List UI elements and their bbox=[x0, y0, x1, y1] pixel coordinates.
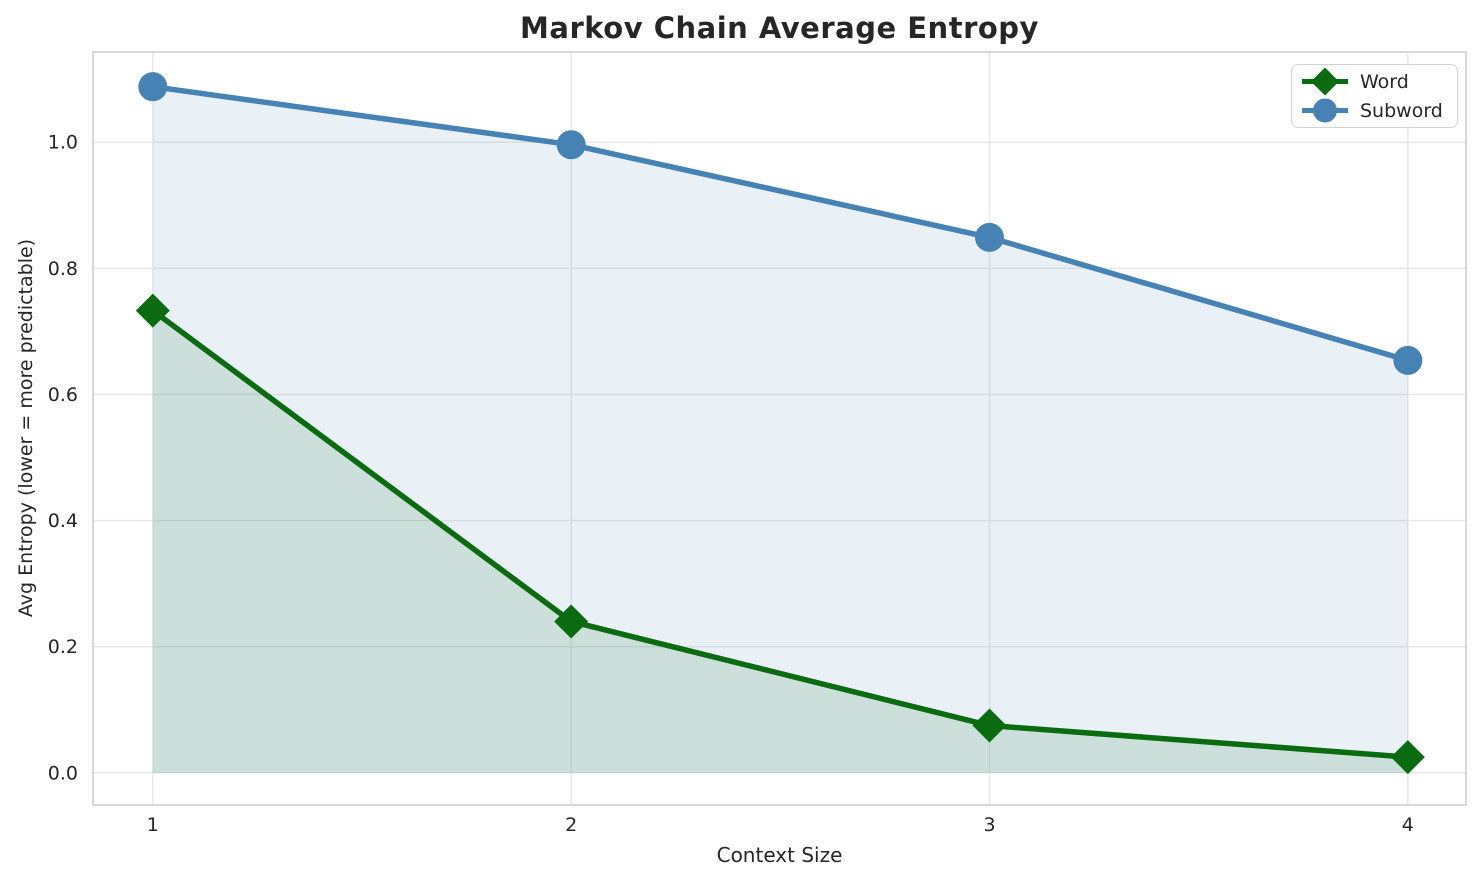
subword-marker bbox=[1393, 345, 1423, 375]
legend-item-subword: Subword bbox=[1300, 96, 1449, 125]
y-tick-label: 0.6 bbox=[48, 384, 78, 406]
word-diamond-marker-icon bbox=[1302, 67, 1348, 96]
subword-marker bbox=[556, 130, 586, 160]
chart-title: Markov Chain Average Entropy bbox=[520, 11, 1039, 45]
y-tick-label: 0.0 bbox=[48, 762, 78, 784]
word-marker bbox=[972, 708, 1007, 743]
x-tick-label: 2 bbox=[565, 814, 577, 836]
legend-item-word: Word bbox=[1300, 67, 1449, 96]
subword-line bbox=[150, 83, 1411, 364]
word-area-fill bbox=[152, 310, 1408, 773]
subword-circle-marker-icon bbox=[1302, 98, 1348, 123]
word-marker bbox=[1390, 740, 1425, 775]
y-axis-label: Avg Entropy (lower = more predictable) bbox=[15, 238, 37, 618]
legend-sample-diamond bbox=[1311, 67, 1339, 96]
y-tick-label: 0.2 bbox=[48, 636, 78, 658]
legend-sample-circle bbox=[1313, 98, 1337, 123]
word-line bbox=[150, 307, 1411, 760]
legend-label-subword: Subword bbox=[1360, 99, 1443, 122]
subword-marker bbox=[975, 222, 1005, 252]
y-tick-label: 1.0 bbox=[48, 132, 78, 154]
legend-label-word: Word bbox=[1360, 70, 1409, 93]
y-tick-label: 0.8 bbox=[48, 258, 78, 280]
word-marker bbox=[554, 604, 589, 639]
legend: Word Subword bbox=[1291, 64, 1458, 128]
x-axis-label: Context Size bbox=[716, 843, 843, 867]
x-tick-label: 3 bbox=[983, 814, 995, 836]
word-marker bbox=[135, 293, 170, 328]
subword-marker bbox=[138, 72, 168, 102]
subword-area-fill bbox=[152, 86, 1408, 773]
plot-border bbox=[92, 51, 1467, 806]
y-tick-label: 0.4 bbox=[48, 510, 78, 532]
x-tick-label: 1 bbox=[147, 814, 159, 836]
x-tick-label: 4 bbox=[1402, 814, 1414, 836]
